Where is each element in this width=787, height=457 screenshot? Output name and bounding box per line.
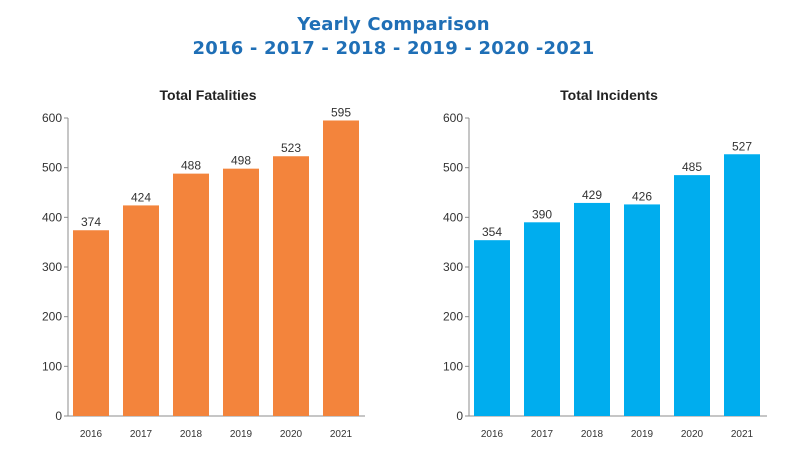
incidents-bar-2021 — [724, 154, 760, 417]
incidents-y-tick-label: 600 — [443, 111, 463, 125]
incidents-x-tick-label: 2017 — [531, 429, 554, 440]
incidents-data-label: 390 — [532, 207, 552, 221]
incidents-y-tick-label: 100 — [443, 359, 463, 373]
fatalities-bar-2016 — [73, 230, 109, 416]
fatalities-x-tick-label: 2019 — [230, 429, 253, 440]
fatalities-bar-2020 — [273, 156, 309, 416]
page-subtitle: 2016 - 2017 - 2018 - 2019 - 2020 -2021 — [192, 38, 595, 59]
fatalities-x-tick-label: 2021 — [330, 429, 353, 440]
fatalities-x-tick-label: 2020 — [280, 429, 303, 440]
fatalities-y-tick-label: 0 — [55, 409, 62, 423]
fatalities-data-label: 424 — [131, 190, 151, 204]
fatalities-y-tick-label: 100 — [42, 359, 62, 373]
incidents-data-label: 429 — [582, 188, 602, 202]
incidents-chart-title: Total Incidents — [560, 87, 658, 103]
incidents-bar-2019 — [624, 204, 660, 416]
incidents-bar-2017 — [524, 222, 560, 416]
fatalities-x-tick-label: 2017 — [130, 429, 153, 440]
fatalities-y-tick-label: 300 — [42, 260, 62, 274]
incidents-y-tick-label: 300 — [443, 260, 463, 274]
fatalities-x-tick-label: 2018 — [180, 429, 203, 440]
incidents-y-tick-label: 400 — [443, 210, 463, 224]
incidents-x-tick-label: 2019 — [631, 429, 654, 440]
fatalities-y-tick-label: 400 — [42, 210, 62, 224]
fatalities-bar-2019 — [223, 168, 259, 416]
incidents-data-label: 426 — [632, 189, 652, 203]
fatalities-bar-2021 — [323, 120, 359, 416]
fatalities-chart-title: Total Fatalities — [160, 87, 257, 103]
incidents-data-label: 354 — [482, 225, 502, 239]
incidents-x-tick-label: 2020 — [681, 429, 704, 440]
page-title: Yearly Comparison — [297, 14, 490, 35]
fatalities-x-tick-label: 2016 — [80, 429, 103, 440]
incidents-x-tick-label: 2016 — [481, 429, 504, 440]
fatalities-y-tick-label: 500 — [42, 161, 62, 175]
fatalities-data-label: 523 — [281, 141, 301, 155]
incidents-bar-2016 — [474, 240, 510, 416]
incidents-bar-2018 — [574, 202, 610, 416]
fatalities-data-label: 488 — [181, 159, 201, 173]
fatalities-data-label: 595 — [331, 105, 351, 119]
fatalities-y-tick-label: 600 — [42, 111, 62, 125]
fatalities-data-label: 374 — [81, 215, 101, 229]
incidents-x-tick-label: 2018 — [581, 429, 604, 440]
incidents-data-label: 527 — [732, 139, 752, 153]
fatalities-y-tick-label: 200 — [42, 310, 62, 324]
incidents-data-label: 485 — [682, 160, 702, 174]
fatalities-bar-2017 — [123, 205, 159, 416]
incidents-y-tick-label: 0 — [456, 409, 463, 423]
incidents-y-tick-label: 200 — [443, 310, 463, 324]
fatalities-bar-2018 — [173, 173, 209, 416]
fatalities-data-label: 498 — [231, 154, 251, 168]
incidents-y-tick-label: 500 — [443, 161, 463, 175]
incidents-x-tick-label: 2021 — [731, 429, 754, 440]
incidents-bar-2020 — [674, 175, 710, 416]
